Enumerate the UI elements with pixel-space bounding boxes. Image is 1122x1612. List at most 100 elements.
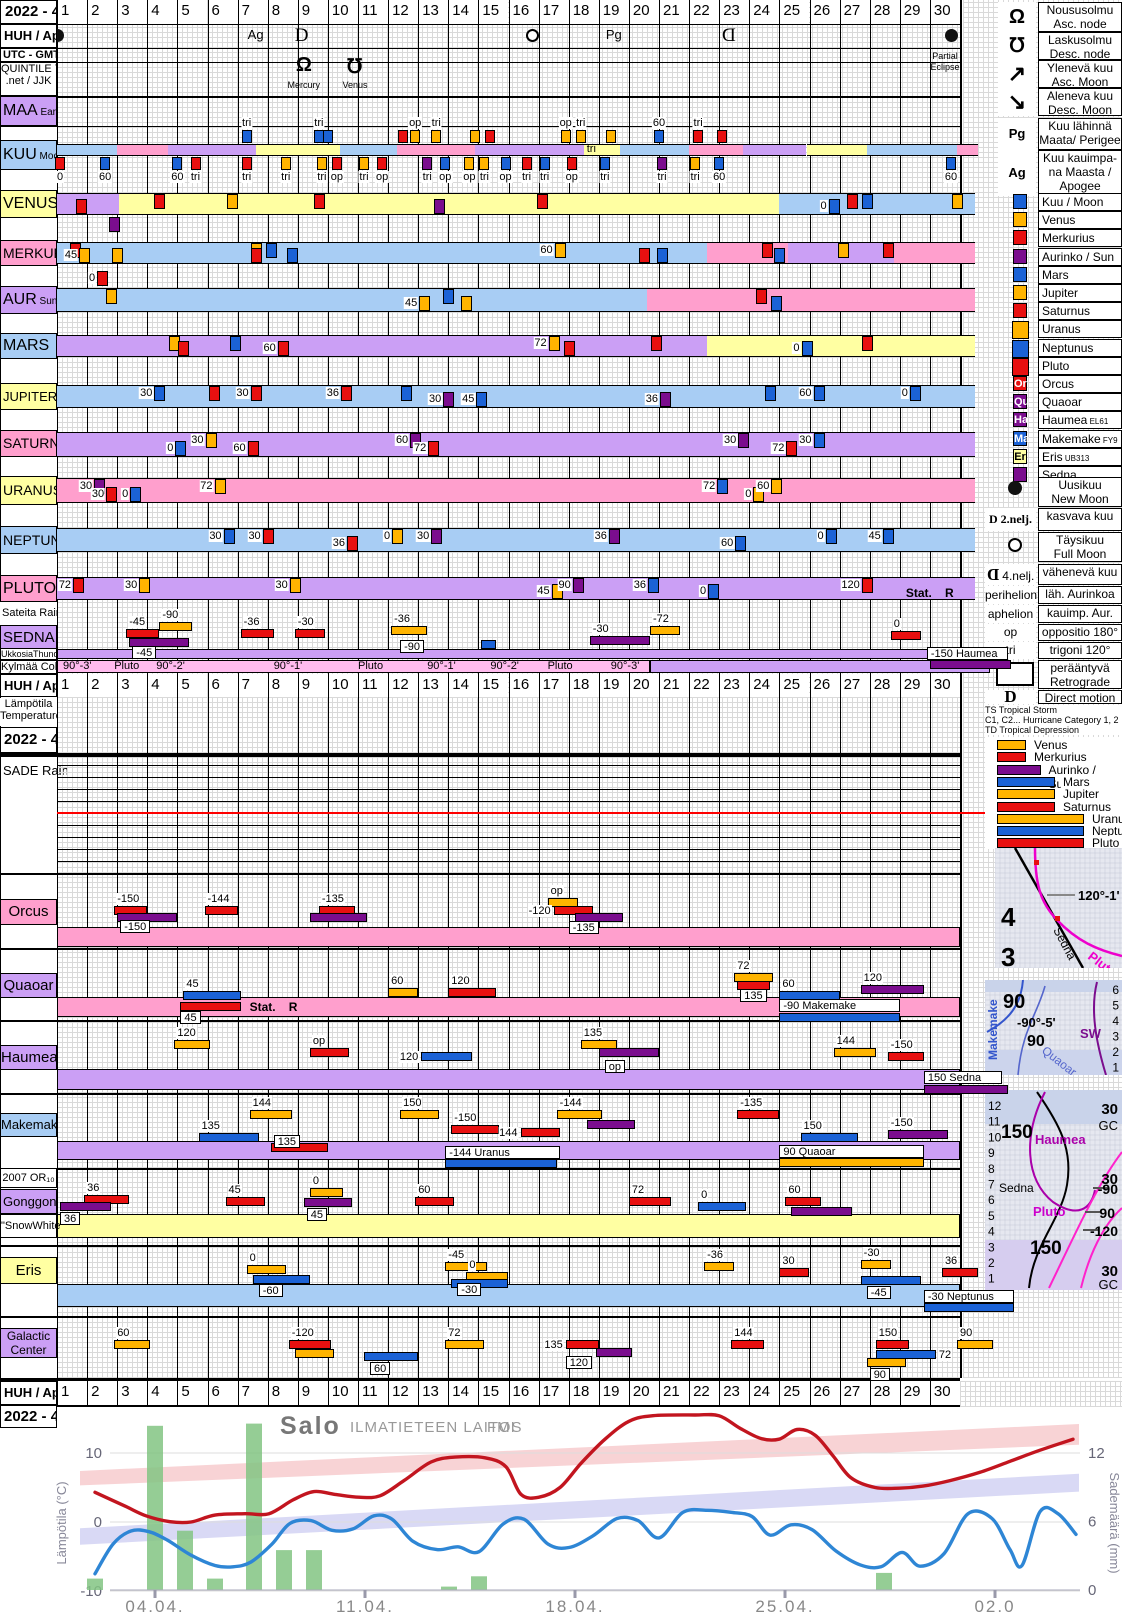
weather-chart: 10 0 -10 12 6 0 04.04. 11.04. 18.04. 25.04. 02.0 Sa… xyxy=(0,1408,1122,1612)
svg-text:GC: GC xyxy=(1099,1118,1119,1133)
eris-aspect-label: -45 xyxy=(447,1249,466,1261)
haumea-aspect-bar xyxy=(833,1048,876,1057)
orb-legend-bar xyxy=(997,801,1055,812)
orcus-band xyxy=(57,927,960,947)
jupiter-label-text: JUPITER xyxy=(3,389,57,404)
gc-aspect-bar xyxy=(565,1340,599,1349)
aur-aspect-label: 0 xyxy=(88,272,97,284)
day-grid-line xyxy=(57,757,58,1378)
day-cell: 20 xyxy=(628,674,659,697)
svg-text:5: 5 xyxy=(988,1209,995,1223)
sateita-rain-label: Sateita Rain xyxy=(0,602,57,625)
maa-label-text: MAA xyxy=(3,102,38,119)
mars-aspect-label: 72 xyxy=(533,337,548,349)
moon-aspect-marker xyxy=(717,130,728,143)
venus-band-segment xyxy=(118,193,780,215)
day-cell: 25 xyxy=(779,0,810,24)
aur-aspect-marker xyxy=(106,289,118,304)
haumea-aspect-bar xyxy=(598,1048,659,1057)
uranus-label-text: URANUS xyxy=(3,482,57,498)
direct-motion-icon: D xyxy=(985,688,1036,705)
venus-aspect-marker xyxy=(226,194,238,209)
legend-planet-label: Merkurius xyxy=(1038,229,1122,248)
neptun-aspect-label: 30 xyxy=(416,530,431,542)
sade-red-line xyxy=(57,812,985,814)
day-cell: 7 xyxy=(237,1381,268,1405)
moon-aspect-label: tri xyxy=(280,171,292,183)
makemake-aspect-bar xyxy=(520,1128,560,1137)
jupiter-aspect-label: 36 xyxy=(644,393,660,405)
kuu-band-segment xyxy=(57,144,118,156)
svg-text:2: 2 xyxy=(988,1256,995,1270)
day-cell: 29 xyxy=(899,0,930,24)
svg-text:Pluto: Pluto xyxy=(1033,1204,1066,1219)
gc-aspect-bar xyxy=(445,1340,485,1349)
legend-moonphase-text: oppositio 180° xyxy=(1038,624,1122,641)
kuu-band-text: tri xyxy=(586,143,596,155)
kuu-label-text: KUU xyxy=(3,146,37,163)
neptun-aspect-marker xyxy=(223,529,235,544)
merkur-aspect-marker xyxy=(657,248,668,263)
day-cell: 24 xyxy=(749,1381,780,1405)
gc-aspect-label: 144 xyxy=(733,1327,754,1339)
eris-aspect-label: 0 xyxy=(468,1259,477,1271)
day-cell: 4 xyxy=(147,674,178,697)
aur-aspect-marker xyxy=(461,296,473,311)
svg-text:120°-1': 120°-1' xyxy=(1078,888,1120,903)
svg-text:GC: GC xyxy=(1099,1277,1119,1290)
gc-aspect-label: 90 xyxy=(958,1327,974,1339)
kylmaa-aspect-text: 90°-3' xyxy=(610,660,640,672)
mars-aspect-marker xyxy=(548,336,560,351)
day-cell: 1 xyxy=(57,674,88,697)
moon-aspect-label: tri xyxy=(313,117,325,129)
makemake-note-box: -144 Uranus xyxy=(445,1146,560,1159)
maa-row-label: MAA Earth xyxy=(0,96,57,126)
day-grid-line xyxy=(297,757,299,1378)
orb-legend-label: Uranus xyxy=(1090,811,1122,826)
day-cell: 12 xyxy=(388,1381,419,1405)
pluto-stat-label: Stat. xyxy=(905,586,932,600)
svg-text:Haumea: Haumea xyxy=(1035,1132,1086,1147)
day-cell: 15 xyxy=(478,674,509,697)
gonggong-band xyxy=(57,1214,960,1238)
svg-text:2: 2 xyxy=(1112,1045,1119,1059)
gonggong-value-box: 36 xyxy=(60,1212,81,1225)
orb-legend-label: Pluto xyxy=(1090,836,1122,851)
h-separator xyxy=(0,1245,960,1247)
makemake-aspect-label: -144 xyxy=(558,1097,583,1109)
legend-planet-label: Jupiter xyxy=(1038,284,1122,302)
gonggong-aspect-label: 0 xyxy=(700,1189,709,1201)
svg-text:90: 90 xyxy=(1003,991,1025,1013)
day-grid-line xyxy=(659,0,660,753)
day-grid-line xyxy=(478,0,480,753)
pluto-aspect-marker xyxy=(861,578,873,593)
moon-aspect-label: op xyxy=(374,171,390,183)
legend-planet-label: Makemake FY9 xyxy=(1038,429,1122,448)
eris-value-box: -60 xyxy=(258,1284,283,1297)
makemake-aspect-bar xyxy=(737,1110,780,1119)
legend-swatch-eris: Er xyxy=(1013,448,1027,464)
venus-aspect-marker xyxy=(952,194,963,209)
saturn-aspect-label: 30 xyxy=(190,434,205,446)
moon-aspect-marker xyxy=(377,157,388,170)
moon-aspect-label: 0 xyxy=(55,171,65,183)
day-grid-line xyxy=(869,0,871,753)
gc-aspect-label: 135 xyxy=(543,1339,564,1351)
orb-legend-label: Merkurius xyxy=(1032,750,1089,765)
sedna-label-text: SEDNA xyxy=(3,629,55,646)
legend-aspect-glyph: perihelion xyxy=(985,586,1038,604)
eris-note-box: -30 Neptunus xyxy=(923,1290,1015,1303)
merkur-aspect-marker xyxy=(762,243,774,258)
day-grid-line xyxy=(358,757,359,1378)
saturn-aspect-label: 72 xyxy=(771,442,786,454)
neptun-aspect-marker xyxy=(825,529,837,544)
eris-aspect-bar xyxy=(941,1268,978,1277)
svg-text:12: 12 xyxy=(988,1099,1002,1113)
day-grid-line xyxy=(237,0,239,753)
orb-legend-bar xyxy=(997,776,1055,787)
kuu-label-sub: Moon xyxy=(39,151,56,162)
makemake-value-box: 135 xyxy=(273,1135,301,1148)
saturn-aspect-marker xyxy=(738,433,750,448)
day-grid-line xyxy=(508,757,510,1378)
gonggong-aspect-bar xyxy=(60,1202,112,1211)
